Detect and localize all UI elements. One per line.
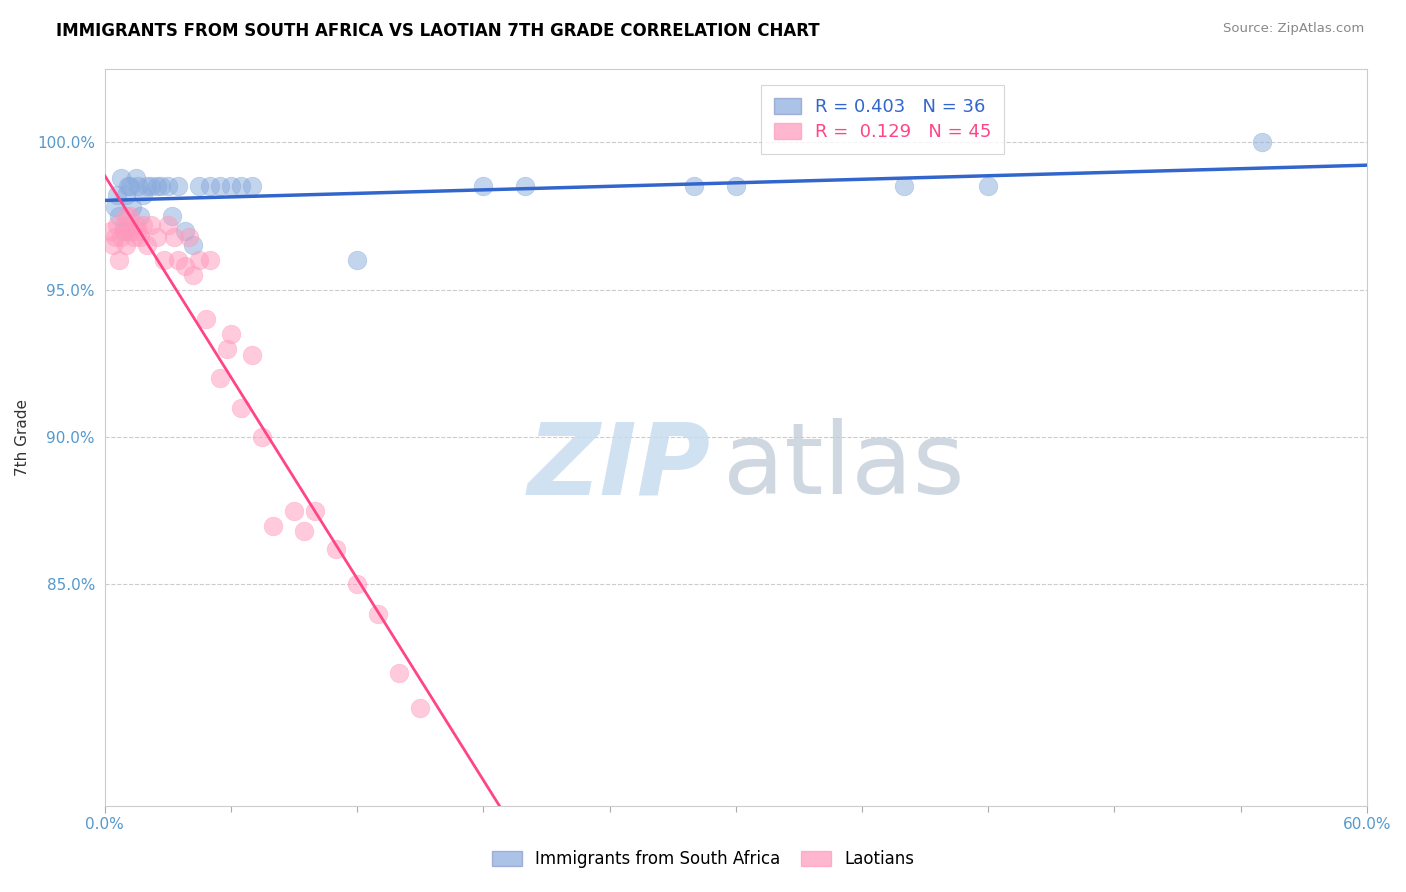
Point bbox=[150, 179, 173, 194]
Point bbox=[167, 179, 190, 194]
Text: IMMIGRANTS FROM SOUTH AFRICA VS LAOTIAN 7TH GRADE CORRELATION CHART: IMMIGRANTS FROM SOUTH AFRICA VS LAOTIAN … bbox=[56, 22, 820, 40]
Point bbox=[139, 179, 162, 194]
Point bbox=[219, 179, 242, 194]
Point bbox=[135, 179, 157, 194]
Point bbox=[163, 229, 186, 244]
Point bbox=[294, 524, 316, 539]
Point bbox=[262, 518, 284, 533]
Point bbox=[125, 170, 148, 185]
Y-axis label: 7th Grade: 7th Grade bbox=[15, 399, 30, 475]
Point bbox=[346, 253, 368, 268]
Point bbox=[131, 218, 153, 232]
Point bbox=[977, 179, 1000, 194]
Point bbox=[108, 253, 131, 268]
Point bbox=[283, 504, 305, 518]
Point bbox=[121, 200, 143, 214]
Point bbox=[388, 665, 411, 680]
Point bbox=[101, 238, 124, 252]
Point bbox=[104, 200, 127, 214]
Point bbox=[125, 218, 148, 232]
Point bbox=[114, 238, 136, 252]
Point bbox=[231, 179, 253, 194]
Point bbox=[173, 224, 195, 238]
Point bbox=[231, 401, 253, 415]
Point bbox=[156, 179, 179, 194]
Point bbox=[127, 179, 149, 194]
Point bbox=[325, 542, 347, 557]
Point bbox=[472, 179, 495, 194]
Point bbox=[127, 224, 149, 238]
Point bbox=[146, 179, 169, 194]
Point bbox=[181, 268, 204, 282]
Point bbox=[117, 224, 139, 238]
Point bbox=[240, 179, 263, 194]
Point bbox=[122, 229, 145, 244]
Point bbox=[139, 218, 162, 232]
Point bbox=[135, 238, 157, 252]
Point bbox=[160, 209, 183, 223]
Point bbox=[104, 229, 127, 244]
Point bbox=[304, 504, 326, 518]
Text: Source: ZipAtlas.com: Source: ZipAtlas.com bbox=[1223, 22, 1364, 36]
Point bbox=[152, 253, 174, 268]
Point bbox=[112, 224, 135, 238]
Point bbox=[129, 229, 152, 244]
Point bbox=[367, 607, 389, 621]
Point bbox=[112, 218, 135, 232]
Point bbox=[194, 312, 217, 326]
Point bbox=[129, 209, 152, 223]
Point bbox=[105, 188, 128, 202]
Point bbox=[105, 218, 128, 232]
Point bbox=[118, 179, 141, 194]
Point bbox=[114, 209, 136, 223]
Point bbox=[146, 229, 169, 244]
Point bbox=[409, 701, 432, 715]
Legend: Immigrants from South Africa, Laotians: Immigrants from South Africa, Laotians bbox=[485, 844, 921, 875]
Point bbox=[181, 238, 204, 252]
Point bbox=[100, 224, 122, 238]
Point bbox=[219, 326, 242, 341]
Point bbox=[198, 253, 221, 268]
Point bbox=[114, 188, 136, 202]
Point bbox=[167, 253, 190, 268]
Point bbox=[188, 179, 211, 194]
Point bbox=[156, 218, 179, 232]
Point bbox=[117, 179, 139, 194]
Point bbox=[177, 229, 200, 244]
Point bbox=[215, 342, 238, 356]
Point bbox=[110, 229, 132, 244]
Point bbox=[209, 179, 232, 194]
Point bbox=[209, 371, 232, 385]
Point bbox=[893, 179, 915, 194]
Point bbox=[118, 209, 141, 223]
Text: ZIP: ZIP bbox=[527, 418, 710, 515]
Point bbox=[252, 430, 274, 444]
Legend: R = 0.403   N = 36, R =  0.129   N = 45: R = 0.403 N = 36, R = 0.129 N = 45 bbox=[761, 85, 1004, 154]
Point bbox=[121, 224, 143, 238]
Point bbox=[1250, 135, 1272, 149]
Text: atlas: atlas bbox=[723, 418, 965, 515]
Point bbox=[188, 253, 211, 268]
Point bbox=[240, 347, 263, 361]
Point bbox=[173, 259, 195, 273]
Point bbox=[108, 209, 131, 223]
Point bbox=[682, 179, 704, 194]
Point bbox=[131, 188, 153, 202]
Point bbox=[724, 179, 747, 194]
Point bbox=[198, 179, 221, 194]
Point bbox=[110, 170, 132, 185]
Point bbox=[346, 577, 368, 591]
Point bbox=[515, 179, 537, 194]
